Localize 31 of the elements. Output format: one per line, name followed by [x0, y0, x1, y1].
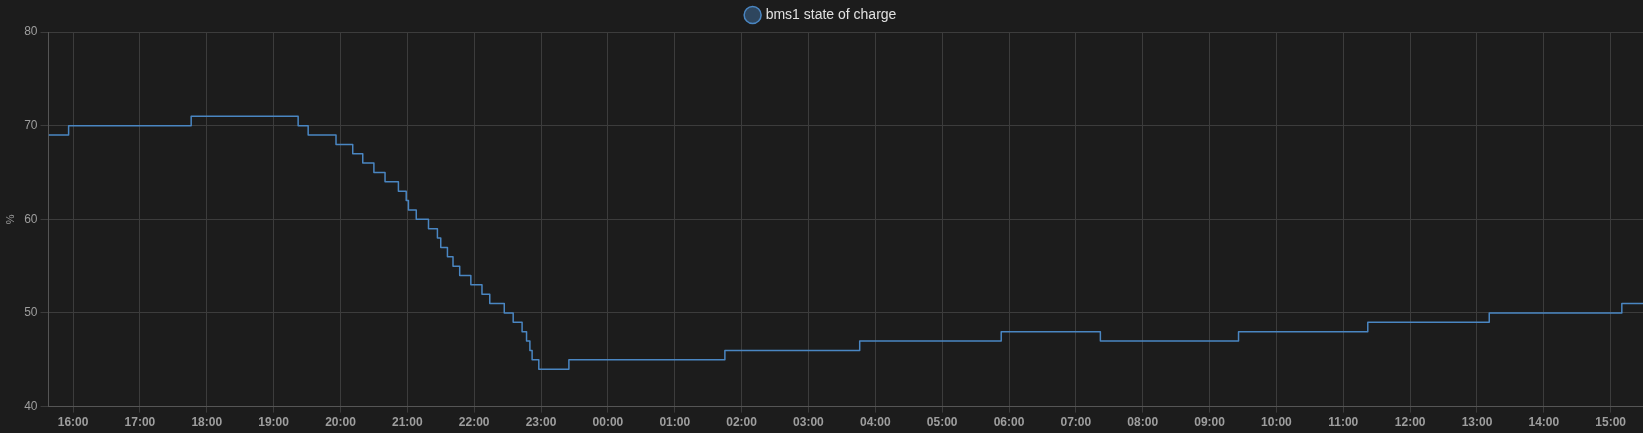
x-tick-label: 03:00 — [793, 415, 825, 430]
x-tick-label: 14:00 — [1528, 415, 1560, 430]
x-tick-label: 07:00 — [1060, 415, 1092, 430]
x-tick-label: 20:00 — [325, 415, 357, 430]
y-tick-label: 40 — [24, 398, 38, 413]
x-tick-label: 17:00 — [124, 415, 156, 430]
x-tick-label: 23:00 — [525, 415, 557, 430]
x-tick-label: 19:00 — [258, 415, 290, 430]
y-tick-label: 60 — [24, 211, 38, 226]
x-tick-label: 00:00 — [592, 415, 624, 430]
x-tick-label: 13:00 — [1461, 415, 1493, 430]
x-tick-label: 16:00 — [57, 415, 89, 430]
x-tick-label: 02:00 — [726, 415, 758, 430]
x-tick-label: 08:00 — [1127, 415, 1159, 430]
x-tick-label: 04:00 — [859, 415, 891, 430]
x-tick-label: 15:00 — [1595, 415, 1627, 430]
x-tick-label: 21:00 — [391, 415, 423, 430]
x-tick-label: 11:00 — [1328, 415, 1359, 430]
y-axis-title: % — [3, 214, 16, 225]
x-tick-label: 06:00 — [993, 415, 1025, 430]
x-tick-label: 01:00 — [659, 415, 691, 430]
x-tick-label: 09:00 — [1194, 415, 1226, 430]
x-tick-label: 18:00 — [191, 415, 223, 430]
x-tick-label: 22:00 — [458, 415, 490, 430]
x-tick-label: 12:00 — [1394, 415, 1426, 430]
legend-label: bms1 state of charge — [765, 5, 897, 22]
y-tick-label: 70 — [24, 117, 38, 132]
y-tick-label: 80 — [24, 24, 38, 39]
x-tick-label: 05:00 — [926, 415, 958, 430]
x-tick-label: 10:00 — [1261, 415, 1293, 430]
y-tick-label: 50 — [24, 305, 38, 320]
